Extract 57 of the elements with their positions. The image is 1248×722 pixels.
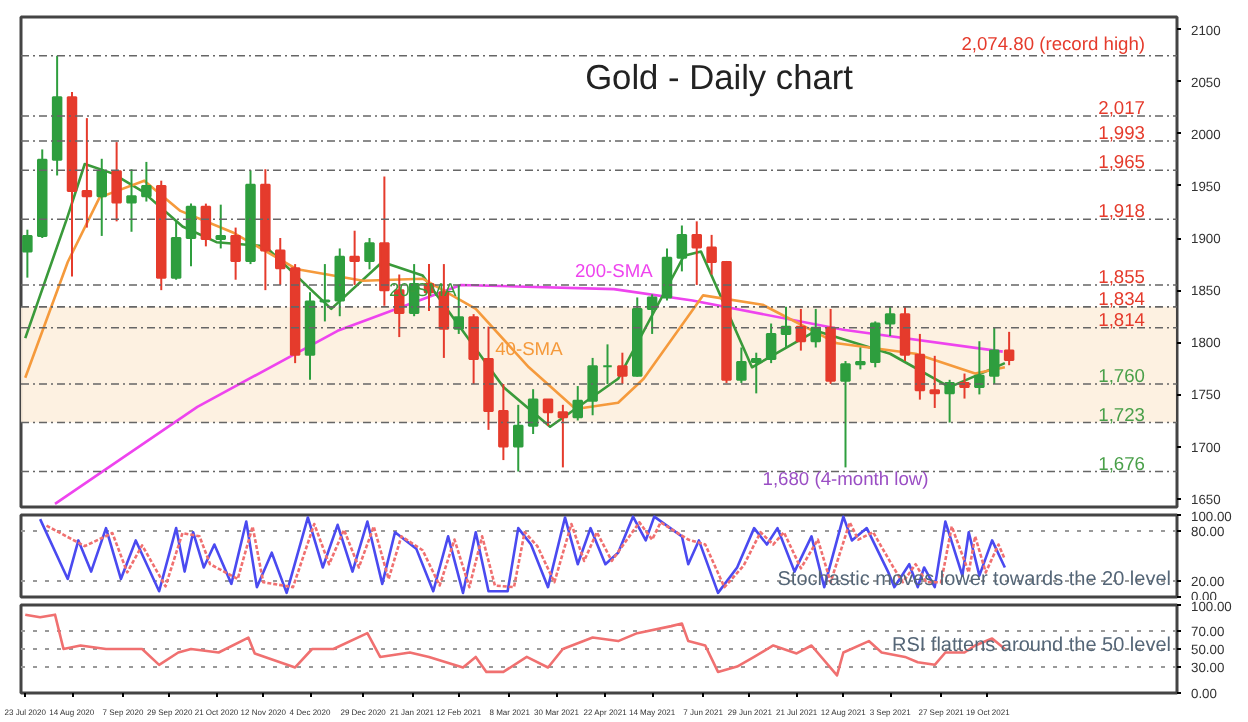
candlestick: [230, 226, 241, 281]
ref-line-label: 2,074.80 (record high): [961, 33, 1146, 54]
candlestick: [840, 360, 851, 469]
candlestick: [929, 354, 940, 409]
candlestick: [200, 202, 212, 248]
candlestick: [81, 117, 93, 229]
candlestick: [215, 203, 226, 250]
candlestick: [974, 340, 985, 396]
candlestick: [572, 385, 583, 422]
candlestick: [334, 247, 345, 318]
candlestick: [1003, 330, 1015, 367]
annotation: 1,680 (4-month low): [762, 469, 929, 490]
candlestick: [795, 307, 807, 352]
candlestick: [706, 233, 717, 276]
ref-line-label: 1,918: [1098, 201, 1145, 222]
candlestick: [170, 219, 182, 281]
candlestick: [691, 220, 702, 286]
ref-line-label: 1,814: [1098, 309, 1145, 330]
ref-line-label: 1,855: [1098, 266, 1145, 287]
candlestick: [587, 356, 598, 417]
candlestick: [617, 351, 628, 385]
candlestick: [736, 346, 747, 384]
candlestick: [676, 224, 688, 273]
candlestick: [914, 332, 926, 401]
candlestick: [364, 237, 375, 271]
candlestick: [870, 320, 881, 369]
ref-line-label: 1,676: [1098, 453, 1145, 474]
ref-line-label: 1,965: [1098, 152, 1145, 173]
candlestick: [646, 293, 658, 335]
candlestick: [944, 378, 955, 424]
candlestick: [22, 228, 33, 279]
text: Gold - Daily chart: [585, 57, 854, 97]
candlestick: [498, 382, 509, 462]
candlestick: [111, 141, 122, 223]
candlestick: [899, 305, 911, 363]
candlestick: [379, 175, 390, 307]
ref-line-label: 1,760: [1098, 365, 1145, 386]
candlestick: [349, 229, 360, 286]
ref-line-label: 2,017: [1098, 98, 1145, 119]
ref-line-label: 1,834: [1098, 288, 1145, 309]
candlestick: [855, 346, 866, 371]
candlestick: [185, 202, 197, 268]
candlestick: [661, 247, 673, 302]
candlestick: [542, 398, 554, 427]
candlestick: [126, 168, 137, 233]
candlestick: [751, 351, 762, 395]
candlestick: [765, 322, 777, 365]
series-label: 200-SMA: [574, 261, 655, 282]
candlestick: [453, 283, 464, 335]
ref-line-label: 1,723: [1098, 404, 1145, 425]
ref-line-label: 1,993: [1098, 123, 1145, 144]
candlestick: [319, 263, 331, 323]
candlestick: [468, 313, 479, 385]
candlestick: [557, 403, 569, 469]
candlestick: [275, 237, 286, 286]
candlestick: [989, 326, 1000, 385]
candlestick: [884, 305, 896, 338]
